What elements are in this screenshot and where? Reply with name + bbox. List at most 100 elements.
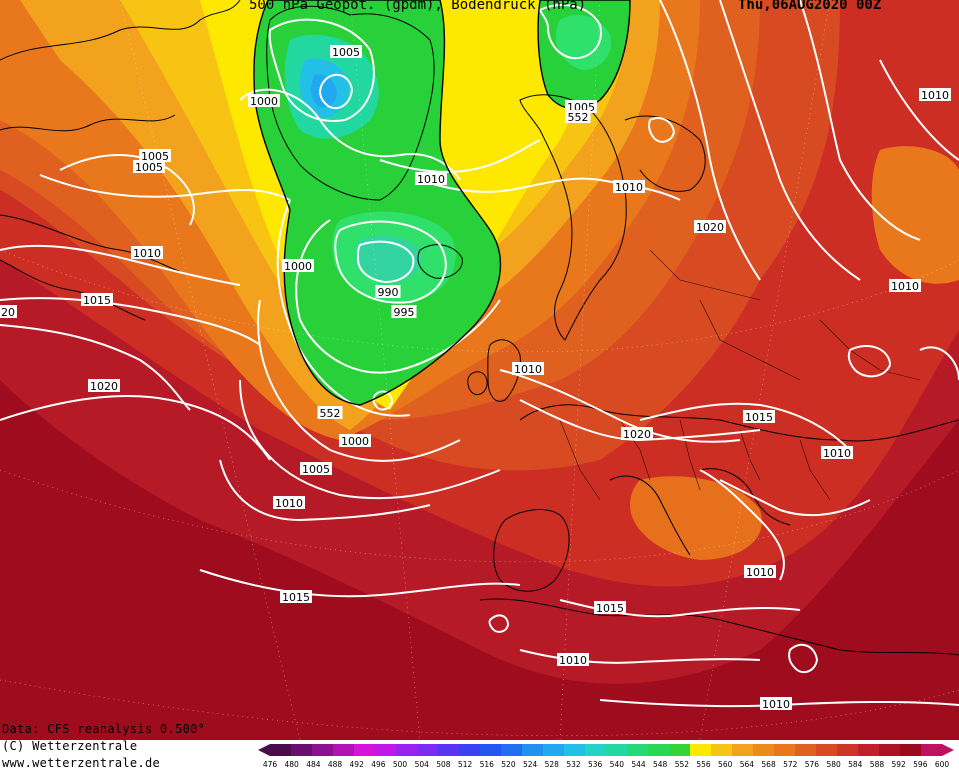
isobar-label-box — [565, 110, 591, 123]
isobar-label-box — [375, 285, 401, 298]
isobar-label-box — [248, 94, 280, 107]
scale-tick-label: 556 — [696, 760, 711, 769]
scale-swatch — [375, 744, 397, 756]
scale-swatch — [501, 744, 523, 756]
scale-tick-label: 548 — [653, 760, 668, 769]
scale-swatch — [648, 744, 670, 756]
isobar-label-box — [760, 697, 792, 710]
scale-swatch — [312, 744, 334, 756]
scale-swatch — [837, 744, 859, 756]
isobar-label: 1005 — [135, 161, 163, 174]
isobar-label-box — [821, 446, 853, 459]
scale-swatch — [354, 744, 376, 756]
isobar-label: 1010 — [559, 654, 587, 667]
isobar-label: 1020 — [696, 221, 724, 234]
isobar-label: 1010 — [921, 89, 949, 102]
isobar-label-box — [415, 172, 447, 185]
isobar-label: 1010 — [417, 173, 445, 186]
isobar-label: 1000 — [341, 435, 369, 448]
isobar-label: 1000 — [250, 95, 278, 108]
isobar-label: 1015 — [745, 411, 773, 424]
isobar-label: 1005 — [302, 463, 330, 476]
isobar-label: 990 — [378, 286, 399, 299]
color-scale: 476 480 484 488 492 496 500 504 508 512 516 520 524 5… — [258, 744, 954, 769]
scale-tick-label: 524 — [523, 760, 538, 769]
isobar-label-box — [139, 149, 171, 162]
copyright: (C) Wetterzentrale — [2, 739, 138, 753]
scale-swatch — [291, 744, 313, 756]
scale-swatch — [690, 744, 712, 756]
isobar-label-box — [280, 590, 312, 603]
scale-swatch — [438, 744, 460, 756]
isobar-label: 1005 — [332, 46, 360, 59]
isobar-label-box — [694, 220, 726, 233]
isobar-label-box — [557, 653, 589, 666]
scale-tick-label: 572 — [783, 760, 798, 769]
scale-swatch — [711, 744, 733, 756]
scale-tick-label: 568 — [761, 760, 776, 769]
isobar-label: 1000 — [284, 260, 312, 273]
borders — [559, 249, 921, 501]
scale-tick-label: 520 — [501, 760, 516, 769]
scale-swatch — [480, 744, 502, 756]
isobar-label: 20 — [1, 306, 15, 319]
isobar-label-box — [613, 180, 645, 193]
scale-tick-label: 528 — [545, 760, 560, 769]
isobar-label-box — [743, 410, 775, 423]
scale-arrow-right — [942, 744, 954, 756]
scale-swatch — [585, 744, 607, 756]
scale-swatch — [270, 744, 292, 756]
isobar-label: 1020 — [623, 428, 651, 441]
isobar-label: 1015 — [596, 602, 624, 615]
valid-time: Thu,06AUG2020 00Z — [738, 0, 882, 13]
scale-tick-label: 496 — [371, 760, 386, 769]
scale-tick-label: 504 — [415, 760, 430, 769]
scale-tick-label: 580 — [826, 760, 841, 769]
website-link[interactable]: www.wetterzentrale.de — [2, 756, 161, 770]
scale-swatch — [795, 744, 817, 756]
isobar-label: 1010 — [891, 280, 919, 293]
isobar-label-box — [512, 362, 544, 375]
scale-tick-label: 560 — [718, 760, 733, 769]
scale-tick-label: 536 — [588, 760, 603, 769]
scale-tick-label: 508 — [436, 760, 451, 769]
isobar-label-box — [300, 462, 332, 475]
scale-tick-label: 592 — [891, 760, 906, 769]
isobar-label: 1010 — [275, 497, 303, 510]
scale-tick-label: 584 — [848, 760, 863, 769]
scale-tick-label: 492 — [350, 760, 365, 769]
isobar-label: 1010 — [762, 698, 790, 711]
scale-tick-label: 480 — [285, 760, 300, 769]
scale-swatch — [858, 744, 880, 756]
geopotential-field — [0, 0, 959, 740]
isobar-label-box — [131, 246, 163, 259]
scale-tick-label: 540 — [610, 760, 625, 769]
isobar-label-box — [330, 45, 362, 58]
scale-tick-label: 564 — [740, 760, 755, 769]
scale-tick-label: 488 — [328, 760, 343, 769]
isobar-label: 1020 — [90, 380, 118, 393]
scale-tick-label: 532 — [566, 760, 581, 769]
isobar-label: 1015 — [83, 294, 111, 307]
isobar-label: 1005 — [141, 150, 169, 163]
scale-swatch — [522, 744, 544, 756]
scale-tick-label: 476 — [263, 760, 278, 769]
scale-swatch — [816, 744, 838, 756]
isobar-label: 1015 — [282, 591, 310, 604]
scale-swatch — [774, 744, 796, 756]
isobar-label: 1010 — [615, 181, 643, 194]
isobar-label: 552 — [320, 407, 341, 420]
scale-swatch — [732, 744, 754, 756]
scale-tick-label: 588 — [870, 760, 885, 769]
scale-swatch — [669, 744, 691, 756]
scale-tick-label: 484 — [306, 760, 321, 769]
scale-swatch — [564, 744, 586, 756]
isobar-label-box — [317, 406, 343, 419]
isobar-label: 1010 — [823, 447, 851, 460]
scale-swatch — [753, 744, 775, 756]
isobar-label: 995 — [394, 306, 415, 319]
scale-tick-label: 596 — [913, 760, 928, 769]
scale-swatch — [333, 744, 355, 756]
isobar-label: 1010 — [746, 566, 774, 579]
